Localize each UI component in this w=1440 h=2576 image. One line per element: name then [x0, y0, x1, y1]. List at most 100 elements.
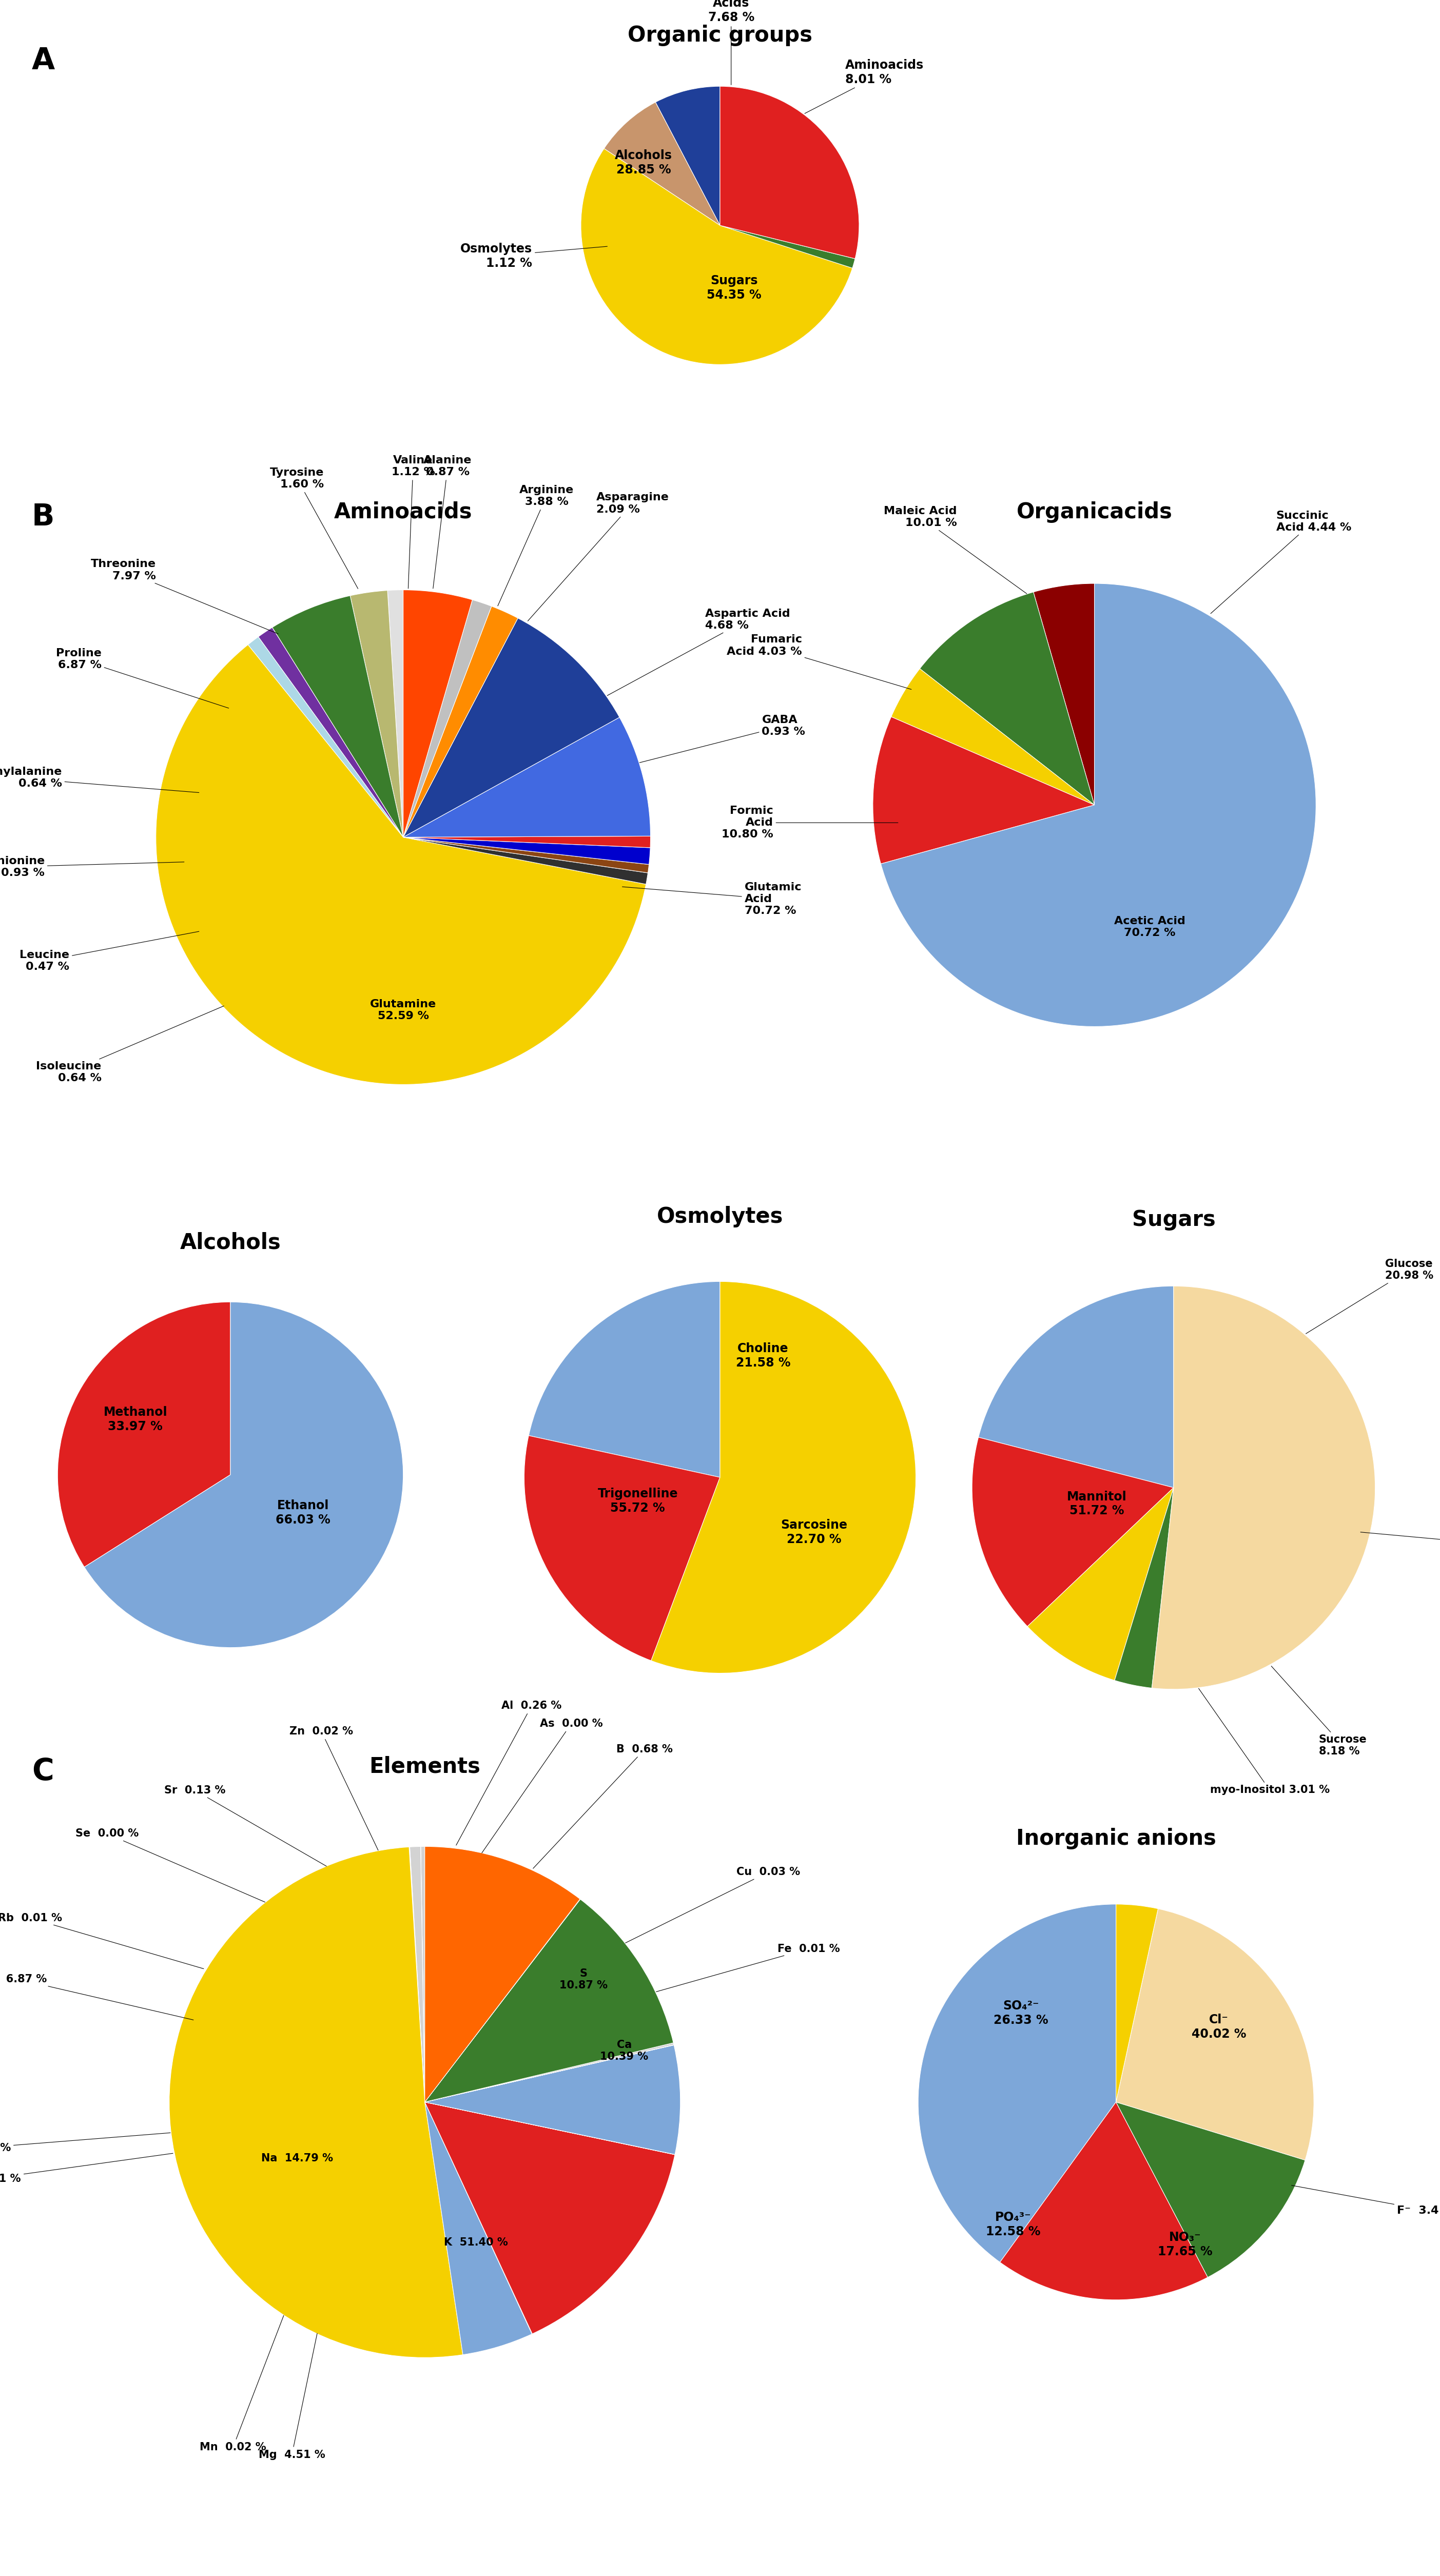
Text: Arginine
3.88 %: Arginine 3.88 %: [498, 484, 575, 605]
Wedge shape: [720, 224, 855, 268]
Text: Valine
1.12 %: Valine 1.12 %: [392, 456, 435, 587]
Text: Ethanol
66.03 %: Ethanol 66.03 %: [275, 1499, 330, 1525]
Wedge shape: [425, 2043, 674, 2102]
Text: Choline
21.58 %: Choline 21.58 %: [736, 1342, 791, 1370]
Wedge shape: [1116, 2102, 1305, 2277]
Wedge shape: [170, 1847, 462, 2357]
Text: SO₄²⁻
26.33 %: SO₄²⁻ 26.33 %: [994, 1999, 1048, 2027]
Wedge shape: [720, 85, 860, 258]
Wedge shape: [978, 1285, 1174, 1489]
Text: Leucine
0.47 %: Leucine 0.47 %: [20, 933, 199, 971]
Wedge shape: [350, 590, 403, 837]
Wedge shape: [156, 644, 647, 1084]
Text: Sr  0.13 %: Sr 0.13 %: [164, 1785, 327, 1865]
Wedge shape: [85, 1301, 403, 1649]
Wedge shape: [425, 2045, 674, 2102]
Wedge shape: [403, 605, 518, 837]
Text: Acetic Acid
70.72 %: Acetic Acid 70.72 %: [1115, 914, 1185, 938]
Wedge shape: [425, 2102, 533, 2334]
Wedge shape: [403, 590, 472, 837]
Wedge shape: [1116, 1904, 1158, 2102]
Text: Fructose
16.11 %: Fructose 16.11 %: [1361, 1533, 1440, 1556]
Wedge shape: [409, 1847, 425, 2102]
Text: Mannitol
51.72 %: Mannitol 51.72 %: [1067, 1492, 1128, 1517]
Title: Sugars: Sugars: [1132, 1208, 1215, 1231]
Text: Al  0.26 %: Al 0.26 %: [456, 1700, 562, 1844]
Text: S
10.87 %: S 10.87 %: [559, 1968, 608, 1991]
Wedge shape: [528, 1280, 720, 1476]
Wedge shape: [1027, 1489, 1174, 1680]
Wedge shape: [410, 1847, 425, 2102]
Title: Elements: Elements: [369, 1757, 481, 1777]
Wedge shape: [420, 1847, 425, 2102]
Wedge shape: [425, 1899, 674, 2102]
Wedge shape: [58, 1301, 230, 1566]
Text: GABA
0.93 %: GABA 0.93 %: [639, 714, 805, 762]
Text: Tyrosine
1.60 %: Tyrosine 1.60 %: [269, 466, 359, 590]
Wedge shape: [1152, 1285, 1375, 1690]
Wedge shape: [891, 670, 1094, 804]
Wedge shape: [1115, 1489, 1174, 1687]
Text: Aspartic Acid
4.68 %: Aspartic Acid 4.68 %: [608, 608, 791, 696]
Wedge shape: [603, 103, 720, 224]
Text: Organic
Acids
7.68 %: Organic Acids 7.68 %: [704, 0, 757, 85]
Wedge shape: [881, 585, 1316, 1025]
Wedge shape: [919, 1904, 1116, 2262]
Title: Organic groups: Organic groups: [628, 26, 812, 46]
Text: Fumaric
Acid 4.03 %: Fumaric Acid 4.03 %: [727, 634, 912, 690]
Text: As  0.00 %: As 0.00 %: [482, 1718, 603, 1852]
Wedge shape: [403, 837, 648, 884]
Title: Organicacids: Organicacids: [1017, 502, 1172, 523]
Text: Isoleucine
0.64 %: Isoleucine 0.64 %: [36, 1005, 223, 1084]
Text: Rb  0.01 %: Rb 0.01 %: [0, 1914, 203, 1968]
Text: P  6.87 %: P 6.87 %: [0, 1973, 193, 2020]
Wedge shape: [425, 2045, 680, 2154]
Text: Zn  0.02 %: Zn 0.02 %: [289, 1726, 379, 1850]
Text: Alanine
0.87 %: Alanine 0.87 %: [423, 456, 472, 587]
Text: B  0.68 %: B 0.68 %: [533, 1744, 672, 1868]
Text: Glucose
20.98 %: Glucose 20.98 %: [1306, 1260, 1434, 1334]
Wedge shape: [248, 636, 403, 837]
Title: Osmolytes: Osmolytes: [657, 1206, 783, 1226]
Wedge shape: [524, 1435, 720, 1662]
Text: Succinic
Acid 4.44 %: Succinic Acid 4.44 %: [1211, 510, 1351, 613]
Text: Proline
6.87 %: Proline 6.87 %: [56, 649, 229, 708]
Wedge shape: [1116, 1909, 1313, 2161]
Text: Formic
Acid
10.80 %: Formic Acid 10.80 %: [721, 806, 899, 840]
Text: K  51.40 %: K 51.40 %: [444, 2239, 508, 2249]
Wedge shape: [655, 85, 720, 224]
Text: Alcohols
28.85 %: Alcohols 28.85 %: [615, 149, 672, 175]
Wedge shape: [425, 2102, 531, 2354]
Wedge shape: [425, 2102, 675, 2334]
Text: Ni  0.01 %: Ni 0.01 %: [0, 2154, 173, 2184]
Wedge shape: [387, 590, 403, 837]
Title: Alcohols: Alcohols: [180, 1231, 281, 1255]
Wedge shape: [420, 1847, 425, 2102]
Text: NO₃⁻
17.65 %: NO₃⁻ 17.65 %: [1158, 2231, 1212, 2257]
Text: Threonine
7.97 %: Threonine 7.97 %: [91, 559, 278, 634]
Text: PO₄³⁻
12.58 %: PO₄³⁻ 12.58 %: [986, 2210, 1041, 2239]
Text: Sarcosine
22.70 %: Sarcosine 22.70 %: [780, 1520, 847, 1546]
Text: Methanol
33.97 %: Methanol 33.97 %: [104, 1406, 167, 1432]
Text: myo-Inositol 3.01 %: myo-Inositol 3.01 %: [1198, 1687, 1329, 1795]
Wedge shape: [409, 1847, 425, 2102]
Wedge shape: [425, 2102, 675, 2154]
Title: Inorganic anions: Inorganic anions: [1017, 1829, 1215, 1850]
Text: B: B: [32, 502, 55, 531]
Wedge shape: [258, 629, 403, 837]
Text: Asparagine
2.09 %: Asparagine 2.09 %: [528, 492, 670, 621]
Text: Fe  0.01 %: Fe 0.01 %: [657, 1942, 840, 1991]
Text: Trigonelline
55.72 %: Trigonelline 55.72 %: [598, 1486, 678, 1515]
Text: Pb  0.00 %: Pb 0.00 %: [0, 2133, 170, 2154]
Text: Cu  0.03 %: Cu 0.03 %: [625, 1868, 801, 1942]
Text: Na  14.79 %: Na 14.79 %: [261, 2154, 333, 2164]
Text: Mn  0.02 %: Mn 0.02 %: [200, 2316, 284, 2452]
Wedge shape: [425, 1899, 580, 2102]
Text: C: C: [32, 1757, 53, 1785]
Text: Methionine
0.93 %: Methionine 0.93 %: [0, 855, 184, 878]
Wedge shape: [1034, 585, 1094, 804]
Text: Cl⁻
40.02 %: Cl⁻ 40.02 %: [1191, 2014, 1246, 2040]
Wedge shape: [999, 2102, 1208, 2300]
Wedge shape: [403, 600, 491, 837]
Wedge shape: [272, 595, 403, 837]
